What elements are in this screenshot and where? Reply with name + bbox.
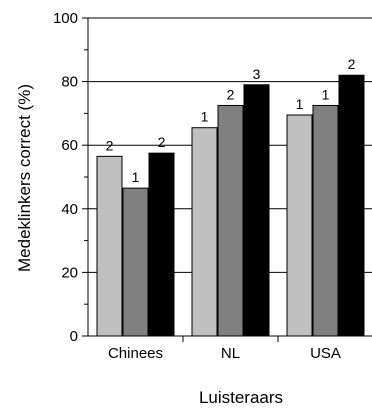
axes: 0 20 40 60 80 100 Chinees NL USA [53,10,372,362]
y-axis-title: Medeklinkers correct (%) [15,84,34,272]
bar-data-label: 2 [348,56,356,72]
bars [96,74,365,337]
x-tick-label: NL [221,345,240,362]
bar [148,152,175,337]
data-labels: 2 1 2 1 2 3 1 1 2 [106,56,356,185]
bar-data-label: 1 [296,96,304,112]
bar [286,114,313,337]
y-tick-label: 40 [61,201,78,218]
y-tick-label: 100 [53,10,78,27]
x-tick-label: USA [310,345,341,362]
bar-data-label: 3 [253,66,261,82]
x-axis-title: Luisteraars [199,388,283,407]
bar [312,104,339,337]
bar [191,127,218,337]
bar [338,74,365,337]
bar-data-label: 1 [201,109,209,125]
bar-data-label: 1 [132,169,140,185]
bar-data-label: 1 [322,86,330,102]
y-tick-label: 60 [61,137,78,154]
bar-data-label: 2 [227,86,235,102]
bar [122,187,149,337]
x-tick-label: Chinees [108,345,163,362]
y-tick-label: 80 [61,74,78,91]
y-tick-label: 20 [61,264,78,281]
bar-data-label: 2 [158,134,166,150]
y-tick-label: 0 [70,328,78,345]
bar-data-label: 2 [106,137,114,153]
bar [96,155,123,337]
bar [217,104,244,337]
bar [243,84,270,337]
